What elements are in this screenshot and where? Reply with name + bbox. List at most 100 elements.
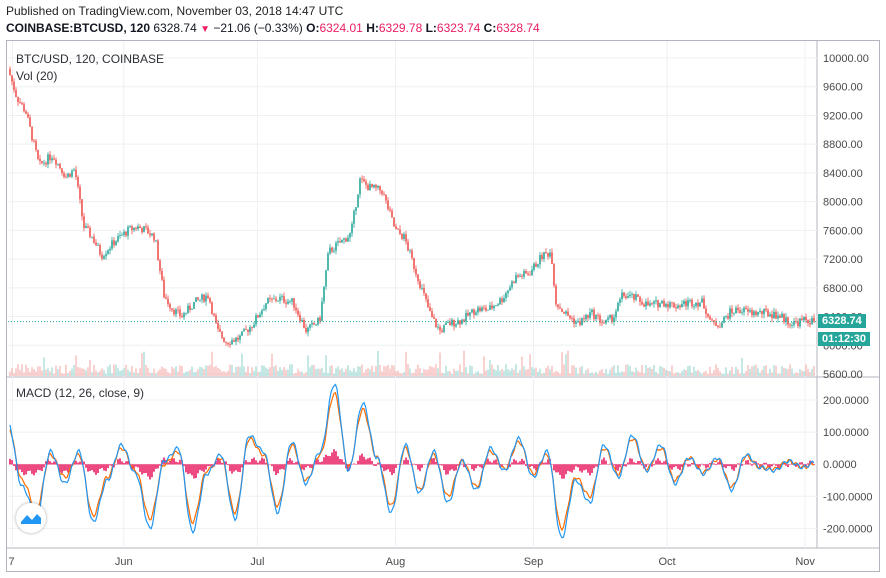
candle-body (651, 303, 653, 305)
macd-histogram-bar (545, 462, 547, 465)
volume-bar (375, 365, 377, 376)
candle-body (717, 325, 719, 327)
macd-histogram-bar (579, 464, 581, 472)
candle-body (483, 307, 485, 309)
candle-body (187, 305, 189, 313)
candle-body (681, 304, 683, 308)
macd-histogram-bar (413, 463, 415, 465)
volume-bar (37, 366, 39, 376)
volume-bar (519, 370, 521, 376)
volume-bar (521, 356, 523, 376)
macd-histogram-bar (433, 457, 435, 465)
macd-histogram-bar (233, 464, 235, 472)
volume-bar (273, 366, 275, 376)
volume-bar (749, 368, 751, 376)
candle-body (711, 319, 713, 321)
macd-histogram-bar (723, 464, 725, 468)
macd-histogram-bar (705, 464, 707, 469)
volume-bar (805, 364, 807, 376)
macd-histogram-bar (301, 464, 303, 470)
candle-body (55, 159, 57, 165)
volume-bar (343, 371, 345, 376)
volume-bar (39, 366, 41, 376)
candle-body (81, 199, 83, 217)
macd-histogram-bar (389, 464, 391, 472)
candle-body (773, 311, 775, 319)
volume-bar (355, 371, 357, 376)
volume-bar (505, 364, 507, 376)
candle-body (141, 228, 143, 233)
macd-histogram-bar (221, 462, 223, 465)
macd-histogram-bar (447, 464, 449, 475)
macd-histogram-bar (513, 459, 515, 465)
low-value: 6323.74 (436, 21, 481, 35)
candle-body (501, 298, 503, 303)
candle-body (727, 316, 729, 319)
volume-bar (533, 368, 535, 376)
main-legend: BTC/USD, 120, COINBASE (16, 52, 165, 66)
macd-histogram-bar (415, 464, 417, 466)
macd-histogram-bar (17, 464, 19, 471)
macd-histogram-bar (23, 464, 25, 476)
macd-histogram-bar (305, 464, 307, 468)
volume-bar (549, 369, 551, 376)
macd-histogram-bar (395, 464, 397, 468)
volume-bar (683, 369, 685, 376)
volume-bar (643, 373, 645, 376)
volume-bar (353, 368, 355, 376)
volume-bar (529, 354, 531, 376)
macd-histogram-bar (583, 464, 585, 471)
candle-body (631, 293, 633, 295)
candle-body (279, 296, 281, 301)
candle-body (395, 226, 397, 230)
candle-body (677, 305, 679, 309)
macd-axis-label: 100.0000 (823, 427, 869, 439)
candle-body (127, 226, 129, 236)
candle-body (571, 318, 573, 319)
candle-body (237, 337, 239, 340)
macd-histogram-bar (547, 459, 549, 465)
candle-body (423, 287, 425, 294)
candle-body (149, 233, 151, 236)
candle-body (17, 96, 19, 103)
volume-bar (49, 371, 51, 376)
candle-body (349, 233, 351, 238)
candle-body (747, 309, 749, 312)
volume-bar (767, 373, 769, 376)
macd-histogram-bar (83, 461, 85, 465)
volume-bar (271, 353, 273, 376)
candle-body (261, 310, 263, 315)
candle-body (105, 253, 107, 257)
volume-bar (293, 373, 295, 376)
volume-bar (121, 370, 123, 376)
candle-body (699, 302, 701, 307)
macd-histogram-bar (291, 460, 293, 465)
macd-histogram-bar (87, 464, 89, 472)
volume-bar (627, 364, 629, 376)
candle-body (217, 322, 219, 329)
candle-body (123, 231, 125, 235)
candle-body (703, 298, 705, 309)
candle-body (621, 292, 623, 300)
candle-body (563, 311, 565, 314)
volume-bar (299, 371, 301, 376)
tradingview-logo-icon[interactable] (16, 503, 46, 533)
macd-histogram-bar (15, 464, 17, 471)
candle-body (801, 318, 803, 321)
volume-bar (221, 371, 223, 376)
candle-body (755, 311, 757, 316)
volume-bar (245, 371, 247, 376)
volume-bar (475, 372, 477, 376)
volume-bar (73, 365, 75, 376)
macd-histogram-bar (609, 463, 611, 465)
macd-histogram-bar (745, 460, 747, 465)
volume-bar (601, 369, 603, 376)
volume-bar (13, 373, 15, 376)
candle-body (525, 271, 527, 274)
macd-histogram-bar (451, 464, 453, 470)
macd-histogram-bar (491, 462, 493, 465)
volume-bar (597, 373, 599, 376)
macd-histogram-bar (281, 464, 283, 469)
macd-histogram-bar (763, 462, 765, 465)
